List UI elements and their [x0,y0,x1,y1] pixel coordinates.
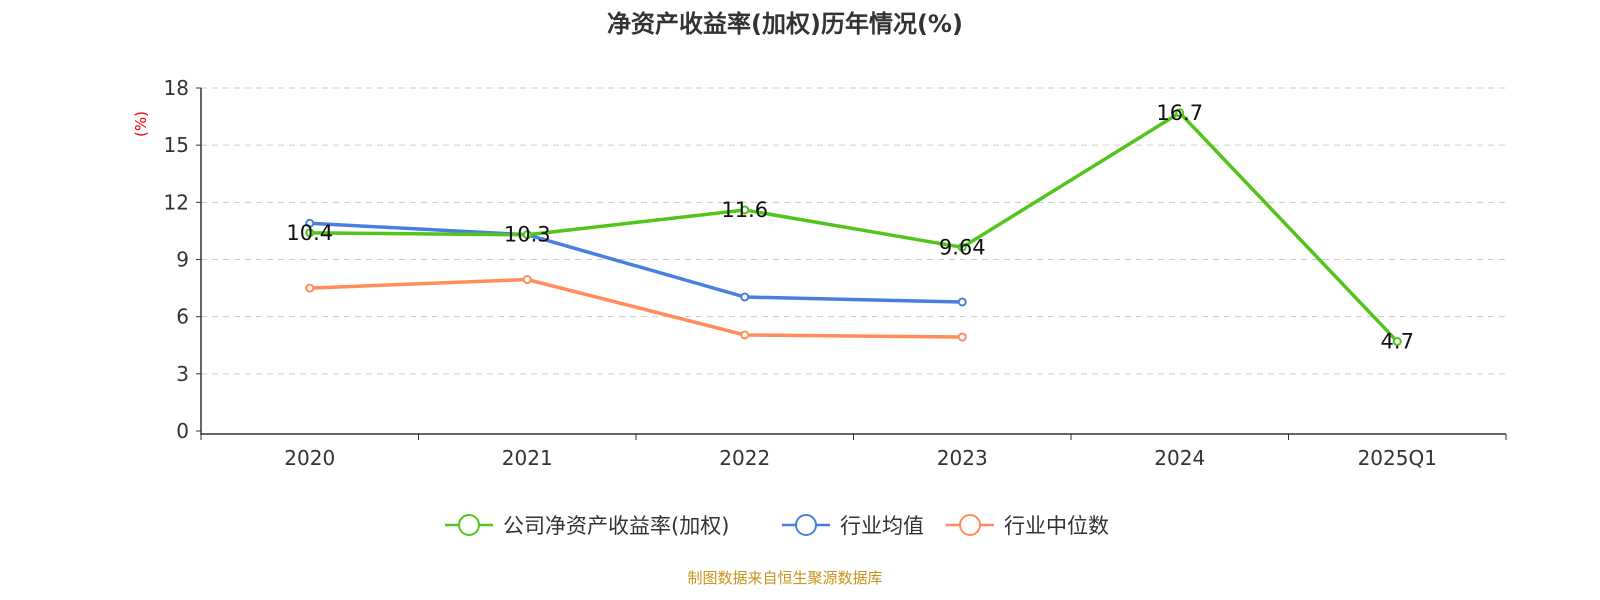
legend-circle-icon [959,514,981,536]
data-point[interactable] [740,205,750,215]
data-point[interactable] [305,283,315,293]
series-line [309,221,963,304]
data-label: 10.3 [504,223,551,247]
legend-label: 行业中位数 [1004,514,1109,538]
y-tick-label: 15 [164,133,189,157]
legend-circle-icon [795,514,817,536]
y-axis-label: (%) [132,111,150,137]
y-tick-label: 9 [176,248,189,272]
data-label: 16.7 [1156,101,1203,125]
y-tick-label: 18 [164,76,189,100]
data-point[interactable] [522,230,532,240]
x-tick-label: 2025Q1 [1358,446,1437,470]
data-point[interactable] [957,297,967,307]
x-tick-label: 2021 [502,446,553,470]
x-tick-label: 2020 [284,446,335,470]
data-label: 10.4 [286,221,333,245]
y-tick-label: 12 [164,190,189,214]
footer-source: 制图数据来自恒生聚源数据库 [687,569,882,587]
data-point[interactable] [1392,336,1402,346]
legend-circle-icon [458,514,480,536]
data-point[interactable] [522,275,532,285]
data-point[interactable] [740,330,750,340]
series-line [309,110,1399,343]
legend-item[interactable]: 行业均值 [782,514,924,538]
legend-label: 公司净资产收益率(加权) [503,514,729,538]
x-tick-label: 2023 [937,446,988,470]
data-point[interactable] [305,228,315,238]
series-line [309,277,963,339]
data-label: 9.64 [939,235,986,259]
y-tick-label: 0 [176,419,189,443]
legend-label: 行业均值 [840,514,924,538]
data-point[interactable] [740,292,750,302]
data-label: 4.7 [1381,329,1414,353]
data-label: 11.6 [721,198,768,222]
data-point[interactable] [1175,108,1185,118]
legend-item[interactable]: 行业中位数 [946,514,1109,538]
legend-item[interactable]: 公司净资产收益率(加权) [445,514,729,538]
x-tick-label: 2024 [1154,446,1205,470]
x-tick-label: 2022 [719,446,770,470]
y-tick-label: 3 [176,362,189,386]
data-point[interactable] [305,218,315,228]
y-tick-label: 6 [176,305,189,329]
chart-title: 净资产收益率(加权)历年情况(%) [607,10,963,38]
data-point[interactable] [957,332,967,342]
data-point[interactable] [957,242,967,252]
